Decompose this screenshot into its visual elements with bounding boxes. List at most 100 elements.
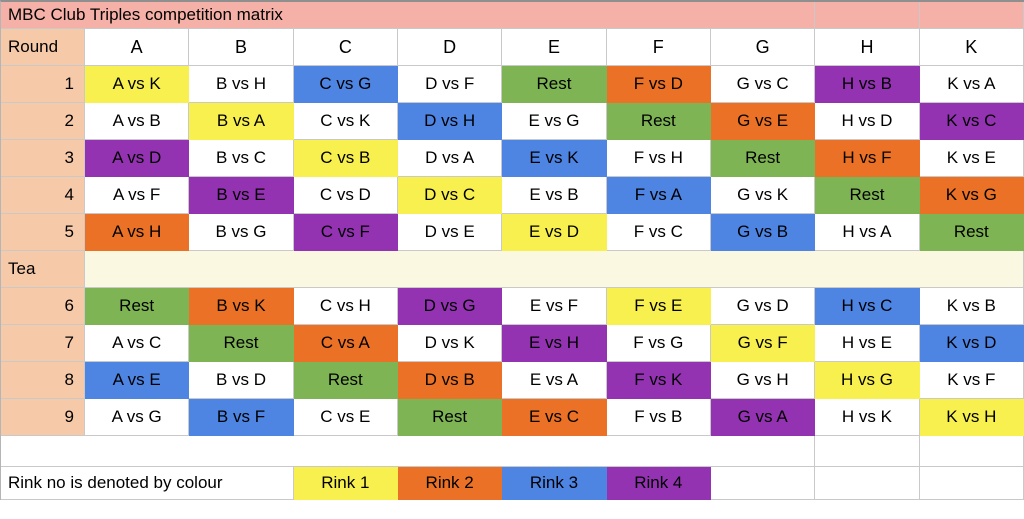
match-cell[interactable]: K vs G [919,177,1024,214]
round-number-cell[interactable]: 9 [1,399,85,436]
empty-cell[interactable] [815,436,920,467]
match-cell[interactable]: G vs H [710,362,816,399]
match-cell[interactable]: A vs H [85,214,190,251]
empty-cell[interactable] [815,467,920,500]
rest-cell[interactable]: Rest [815,177,920,214]
match-cell[interactable]: F vs H [606,140,711,177]
match-cell[interactable]: C vs H [293,288,398,325]
rest-cell[interactable]: Rest [919,214,1024,251]
match-cell[interactable]: F vs G [606,325,711,362]
match-cell[interactable]: C vs D [293,177,398,214]
match-cell[interactable]: G vs F [710,325,816,362]
match-cell[interactable]: H vs B [815,66,920,103]
match-cell[interactable]: B vs F [189,399,294,436]
round-number-cell[interactable]: 1 [1,66,85,103]
match-cell[interactable]: E vs H [502,325,607,362]
match-cell[interactable]: B vs K [189,288,294,325]
match-cell[interactable]: G vs A [710,399,816,436]
match-cell[interactable]: F vs D [606,66,711,103]
match-cell[interactable]: C vs F [293,214,398,251]
column-header-f[interactable]: F [606,29,711,66]
match-cell[interactable]: K vs C [919,103,1024,140]
column-header-b[interactable]: B [189,29,294,66]
match-cell[interactable]: H vs G [815,362,920,399]
round-number-cell[interactable]: 8 [1,362,85,399]
match-cell[interactable]: F vs C [606,214,711,251]
round-number-cell[interactable]: 2 [1,103,85,140]
column-header-g[interactable]: G [710,29,816,66]
column-header-d[interactable]: D [397,29,503,66]
empty-cell[interactable] [919,467,1024,500]
match-cell[interactable]: E vs G [502,103,607,140]
match-cell[interactable]: E vs F [502,288,607,325]
column-header-h[interactable]: H [815,29,920,66]
empty-cell[interactable] [1,436,816,467]
match-cell[interactable]: G vs B [710,214,816,251]
legend-rink-1[interactable]: Rink 1 [293,467,398,500]
match-cell[interactable]: F vs B [606,399,711,436]
match-cell[interactable]: F vs K [606,362,711,399]
match-cell[interactable]: D vs E [397,214,503,251]
match-cell[interactable]: A vs F [85,177,190,214]
legend-rink-2[interactable]: Rink 2 [397,467,503,500]
match-cell[interactable]: A vs E [85,362,190,399]
rest-cell[interactable]: Rest [606,103,711,140]
match-cell[interactable]: G vs C [710,66,816,103]
match-cell[interactable]: H vs D [815,103,920,140]
match-cell[interactable]: A vs K [85,66,190,103]
match-cell[interactable]: G vs K [710,177,816,214]
match-cell[interactable]: K vs H [919,399,1024,436]
tea-label-cell[interactable]: Tea [1,251,85,288]
match-cell[interactable]: E vs K [502,140,607,177]
rest-cell[interactable]: Rest [397,399,503,436]
column-header-e[interactable]: E [502,29,607,66]
column-header-c[interactable]: C [293,29,398,66]
match-cell[interactable]: E vs D [502,214,607,251]
legend-rink-4[interactable]: Rink 4 [606,467,711,500]
match-cell[interactable]: E vs B [502,177,607,214]
match-cell[interactable]: F vs E [606,288,711,325]
match-cell[interactable]: G vs E [710,103,816,140]
round-number-cell[interactable]: 7 [1,325,85,362]
match-cell[interactable]: D vs G [397,288,503,325]
rest-cell[interactable]: Rest [710,140,816,177]
match-cell[interactable]: C vs G [293,66,398,103]
rest-cell[interactable]: Rest [85,288,190,325]
title-spacer-cell[interactable] [919,2,1024,29]
match-cell[interactable]: E vs C [502,399,607,436]
empty-cell[interactable] [919,436,1024,467]
match-cell[interactable]: K vs F [919,362,1024,399]
column-header-k[interactable]: K [919,29,1024,66]
match-cell[interactable]: A vs B [85,103,190,140]
round-number-cell[interactable]: 6 [1,288,85,325]
round-number-cell[interactable]: 5 [1,214,85,251]
tea-band-cell[interactable] [85,251,1024,288]
match-cell[interactable]: B vs H [189,66,294,103]
match-cell[interactable]: H vs F [815,140,920,177]
match-cell[interactable]: B vs C [189,140,294,177]
match-cell[interactable]: G vs D [710,288,816,325]
match-cell[interactable]: K vs A [919,66,1024,103]
match-cell[interactable]: K vs E [919,140,1024,177]
match-cell[interactable]: B vs A [189,103,294,140]
match-cell[interactable]: C vs K [293,103,398,140]
match-cell[interactable]: B vs G [189,214,294,251]
legend-rink-3[interactable]: Rink 3 [502,467,607,500]
round-number-cell[interactable]: 4 [1,177,85,214]
match-cell[interactable]: D vs K [397,325,503,362]
match-cell[interactable]: K vs B [919,288,1024,325]
match-cell[interactable]: A vs D [85,140,190,177]
match-cell[interactable]: H vs E [815,325,920,362]
empty-cell[interactable] [710,467,816,500]
match-cell[interactable]: D vs B [397,362,503,399]
match-cell[interactable]: C vs A [293,325,398,362]
match-cell[interactable]: B vs E [189,177,294,214]
rest-cell[interactable]: Rest [189,325,294,362]
match-cell[interactable]: A vs C [85,325,190,362]
rest-cell[interactable]: Rest [502,66,607,103]
match-cell[interactable]: A vs G [85,399,190,436]
match-cell[interactable]: K vs D [919,325,1024,362]
match-cell[interactable]: D vs C [397,177,503,214]
round-header-cell[interactable]: Round [1,29,85,66]
column-header-a[interactable]: A [85,29,190,66]
